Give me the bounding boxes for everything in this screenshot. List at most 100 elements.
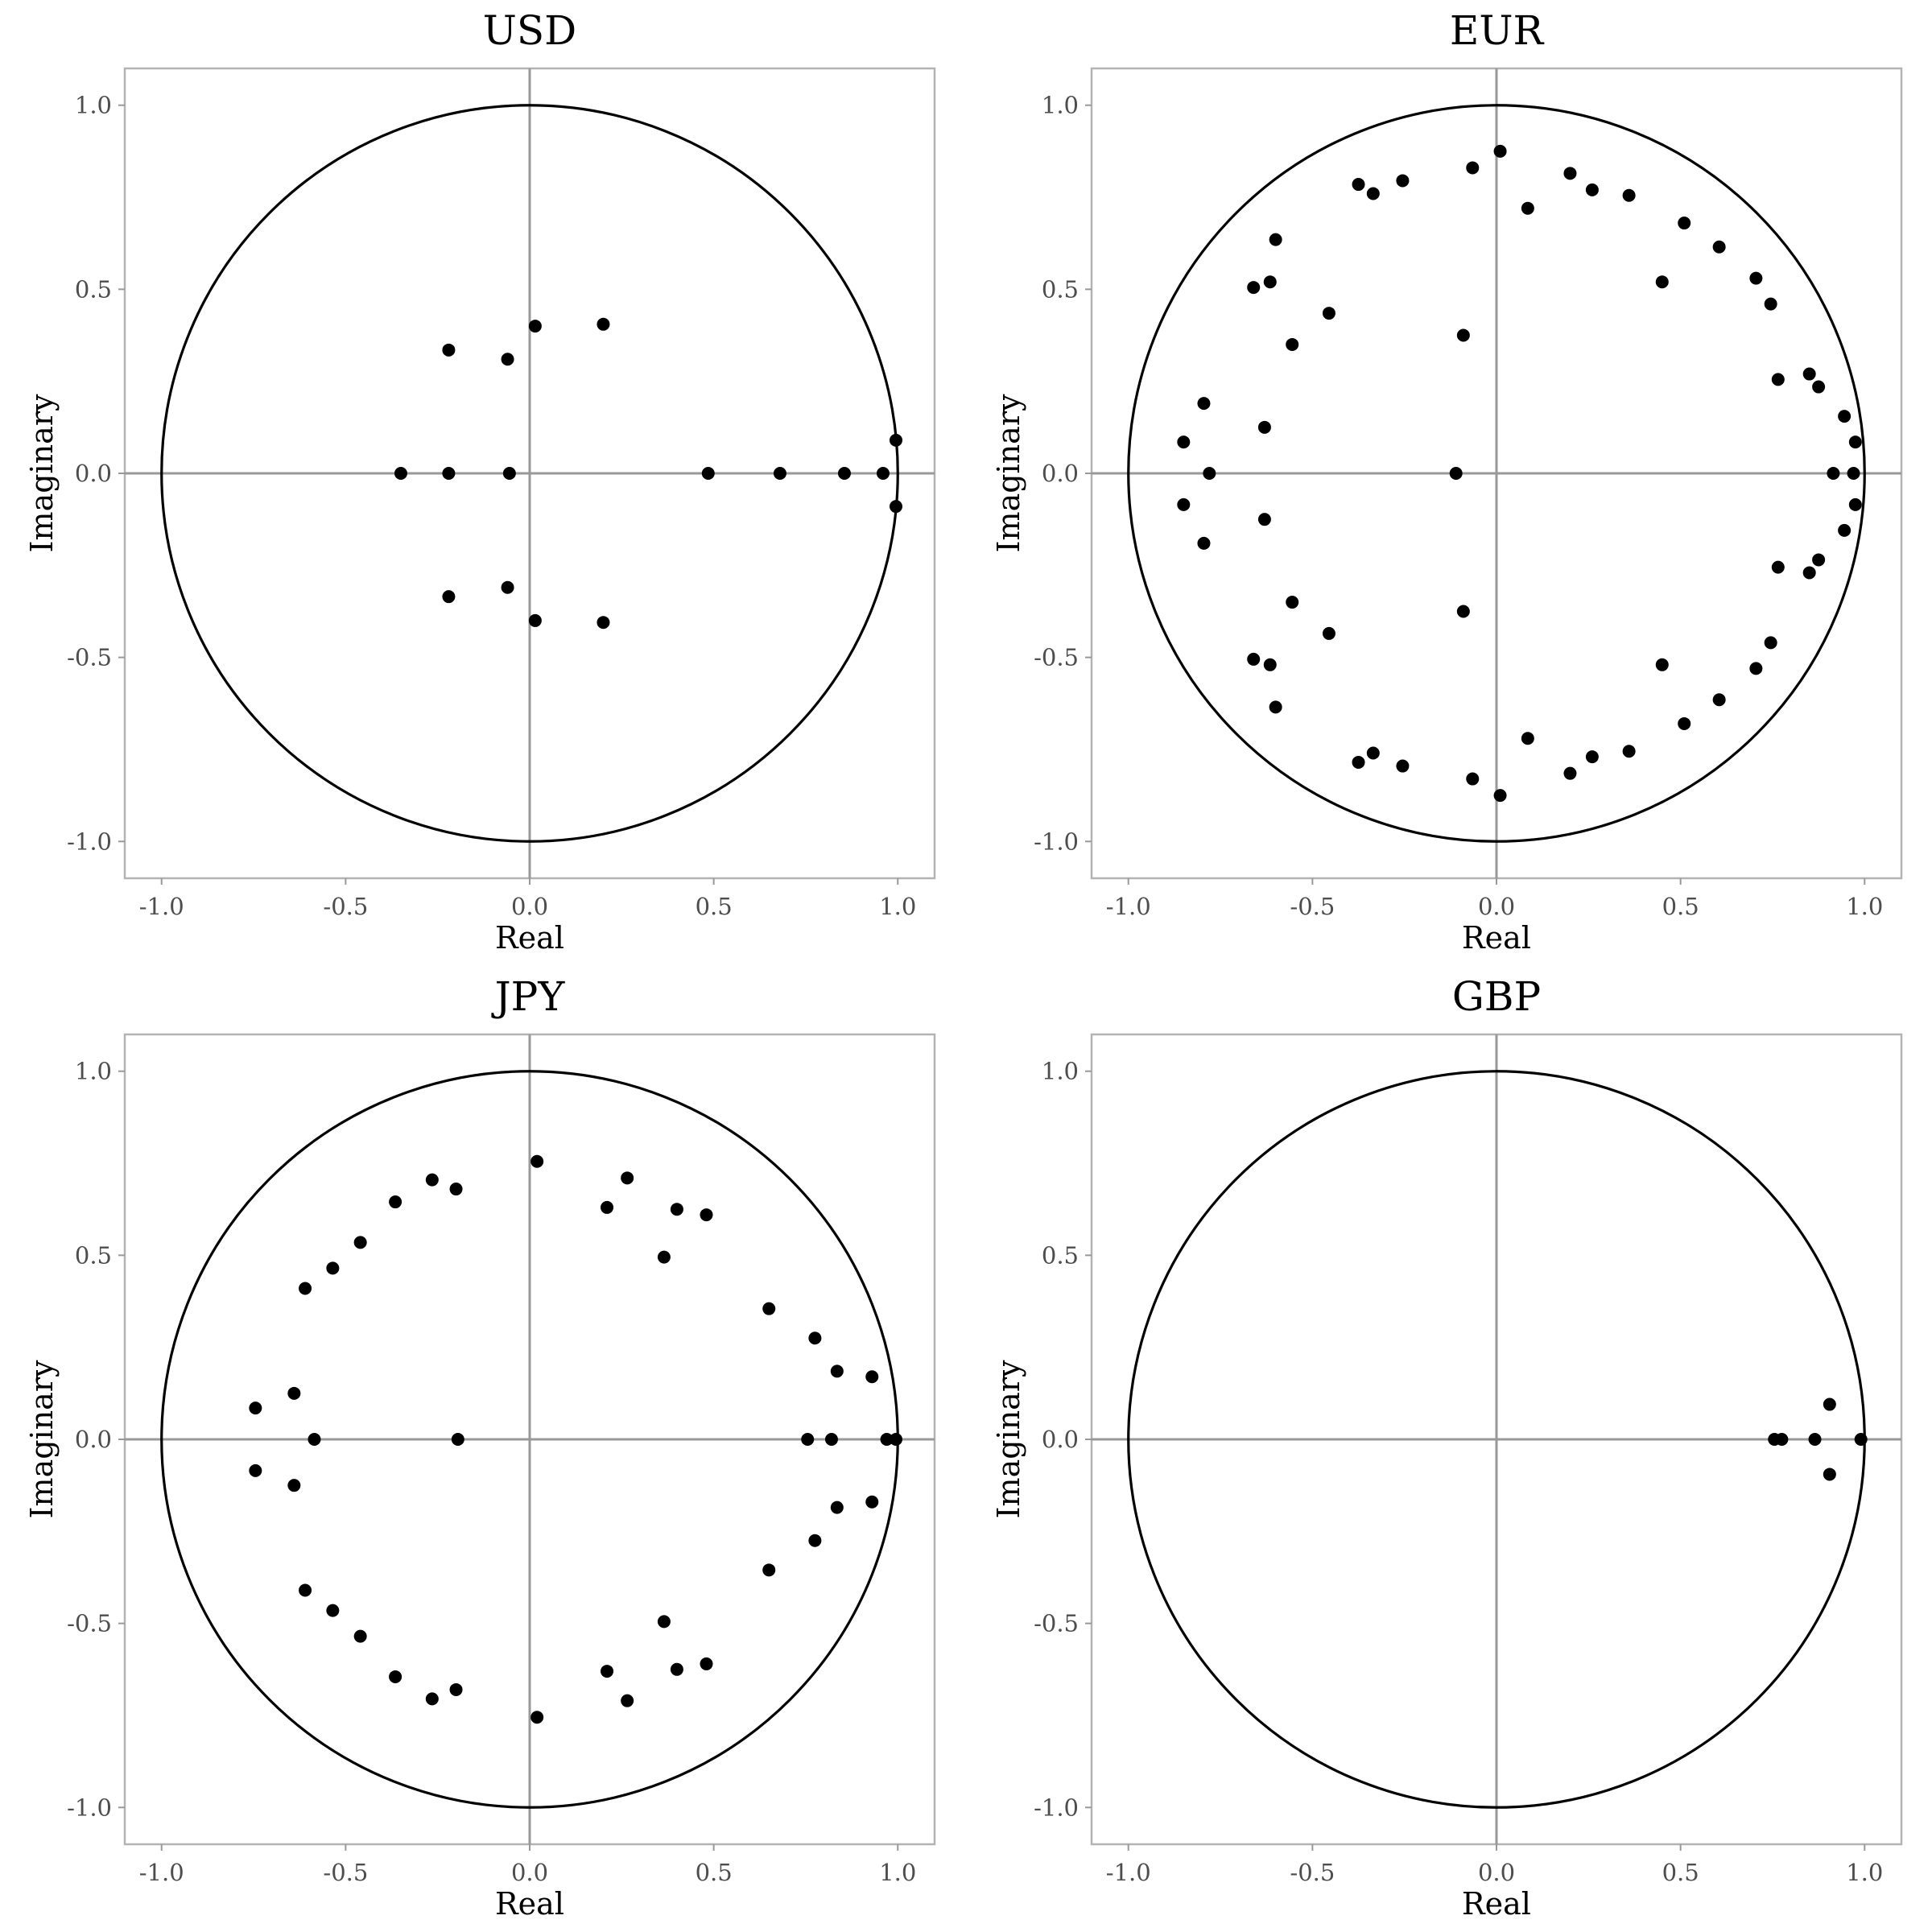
data-points bbox=[1768, 1397, 1868, 1481]
data-point bbox=[1521, 201, 1534, 215]
data-point bbox=[808, 1534, 822, 1547]
data-point bbox=[394, 467, 407, 480]
data-point bbox=[1322, 307, 1335, 320]
zero-lines bbox=[1092, 1034, 1901, 1844]
y-tick-label: 0.5 bbox=[1042, 1241, 1079, 1269]
y-tick-label: 0.0 bbox=[1042, 460, 1079, 487]
data-point bbox=[1203, 467, 1216, 480]
y-tick-label: -1.0 bbox=[67, 1794, 112, 1821]
panel-title: GBP bbox=[1452, 973, 1541, 1020]
data-point bbox=[1712, 693, 1726, 707]
data-point bbox=[287, 1479, 301, 1492]
data-point bbox=[425, 1173, 439, 1187]
y-tick-label: -1.0 bbox=[1034, 1794, 1079, 1821]
x-tick-label: -0.5 bbox=[323, 1859, 368, 1886]
data-point bbox=[670, 1662, 683, 1676]
data-point bbox=[1563, 766, 1577, 780]
x-tick-label: 1.0 bbox=[1846, 1859, 1883, 1886]
data-point bbox=[449, 1183, 463, 1196]
data-point bbox=[865, 1370, 879, 1384]
data-point bbox=[1257, 420, 1271, 434]
data-point bbox=[442, 467, 456, 480]
data-point bbox=[1854, 1433, 1868, 1446]
data-point bbox=[889, 433, 902, 447]
y-axis-label: Imaginary bbox=[24, 394, 60, 552]
data-point bbox=[808, 1331, 822, 1345]
x-tick-label: 0.5 bbox=[1662, 893, 1699, 920]
data-point bbox=[1257, 513, 1271, 526]
data-point bbox=[1764, 636, 1777, 650]
y-tick-label: 1.0 bbox=[1042, 1058, 1079, 1085]
x-tick-label: 1.0 bbox=[879, 1859, 916, 1886]
data-point bbox=[451, 1433, 464, 1446]
data-point bbox=[449, 1682, 463, 1696]
data-point bbox=[1456, 328, 1470, 342]
data-point bbox=[1622, 188, 1636, 202]
data-point bbox=[837, 467, 851, 480]
data-point bbox=[889, 500, 902, 514]
data-point bbox=[880, 1433, 894, 1446]
ticks: -1.0 -0.5 0.0 0.5 1.0 -1.0 -0.5 0.0 0.5 1.0 bbox=[1034, 1058, 1883, 1886]
panel-title: EUR bbox=[1450, 7, 1545, 54]
data-point bbox=[621, 1694, 634, 1707]
x-tick-label: -0.5 bbox=[1290, 893, 1335, 920]
data-points bbox=[394, 317, 902, 630]
data-point bbox=[1827, 467, 1840, 480]
x-tick-label: -1.0 bbox=[1106, 1859, 1151, 1886]
data-point bbox=[1712, 240, 1726, 254]
data-point bbox=[1655, 275, 1669, 289]
data-point bbox=[657, 1615, 671, 1629]
data-point bbox=[670, 1203, 683, 1216]
data-point bbox=[1848, 436, 1862, 449]
data-point bbox=[442, 590, 456, 604]
data-point bbox=[1771, 373, 1785, 386]
data-point bbox=[1802, 566, 1816, 580]
data-point bbox=[442, 343, 456, 357]
x-tick-label: 0.5 bbox=[696, 1859, 733, 1886]
x-axis-label: Real bbox=[1462, 920, 1531, 956]
data-point bbox=[353, 1629, 367, 1643]
data-point bbox=[1812, 380, 1826, 394]
data-point bbox=[773, 467, 786, 480]
data-point bbox=[700, 1208, 713, 1222]
x-axis-label: Real bbox=[495, 1886, 564, 1922]
data-point bbox=[801, 1433, 815, 1446]
unit-circle bbox=[1127, 104, 1866, 843]
data-point bbox=[1812, 553, 1826, 567]
data-point bbox=[425, 1692, 439, 1706]
data-point bbox=[762, 1302, 776, 1315]
y-tick-label: 0.0 bbox=[75, 460, 112, 487]
data-point bbox=[1838, 523, 1852, 537]
data-point bbox=[501, 353, 514, 366]
x-tick-label: -1.0 bbox=[139, 893, 184, 920]
y-axis-label: Imaginary bbox=[24, 1360, 60, 1518]
ticks: -1.0 -0.5 0.0 0.5 1.0 -1.0 -0.5 0.0 0.5 1.0 bbox=[67, 92, 916, 920]
data-point bbox=[326, 1261, 340, 1275]
data-point bbox=[1838, 410, 1852, 423]
data-point bbox=[601, 1665, 614, 1678]
data-point bbox=[528, 320, 542, 333]
data-point bbox=[1823, 1468, 1836, 1481]
data-point bbox=[1802, 367, 1816, 381]
y-tick-label: -1.0 bbox=[1034, 828, 1079, 855]
data-point bbox=[700, 1657, 713, 1670]
y-tick-label: -1.0 bbox=[67, 828, 112, 855]
ticks: -1.0 -0.5 0.0 0.5 1.0 -1.0 -0.5 0.0 0.5 1.0 bbox=[67, 1058, 916, 1886]
x-tick-label: -1.0 bbox=[1106, 893, 1151, 920]
data-point bbox=[865, 1495, 879, 1509]
ticks: -1.0 -0.5 0.0 0.5 1.0 -1.0 -0.5 0.0 0.5 1.0 bbox=[1034, 92, 1883, 920]
x-tick-label: 0.0 bbox=[511, 893, 548, 920]
data-point bbox=[1622, 745, 1636, 758]
data-points bbox=[249, 1154, 902, 1724]
data-point bbox=[1286, 337, 1299, 351]
data-point bbox=[1563, 167, 1577, 180]
y-tick-label: -0.5 bbox=[1034, 644, 1079, 671]
data-point bbox=[326, 1604, 340, 1617]
panel-eur: EUR Real Imaginary -1.0 -0.5 0.0 0.5 1.0-1.0… bbox=[991, 7, 1903, 956]
x-tick-label: 1.0 bbox=[879, 893, 916, 920]
data-point bbox=[597, 317, 610, 331]
data-point bbox=[353, 1236, 367, 1249]
data-point bbox=[597, 616, 610, 630]
